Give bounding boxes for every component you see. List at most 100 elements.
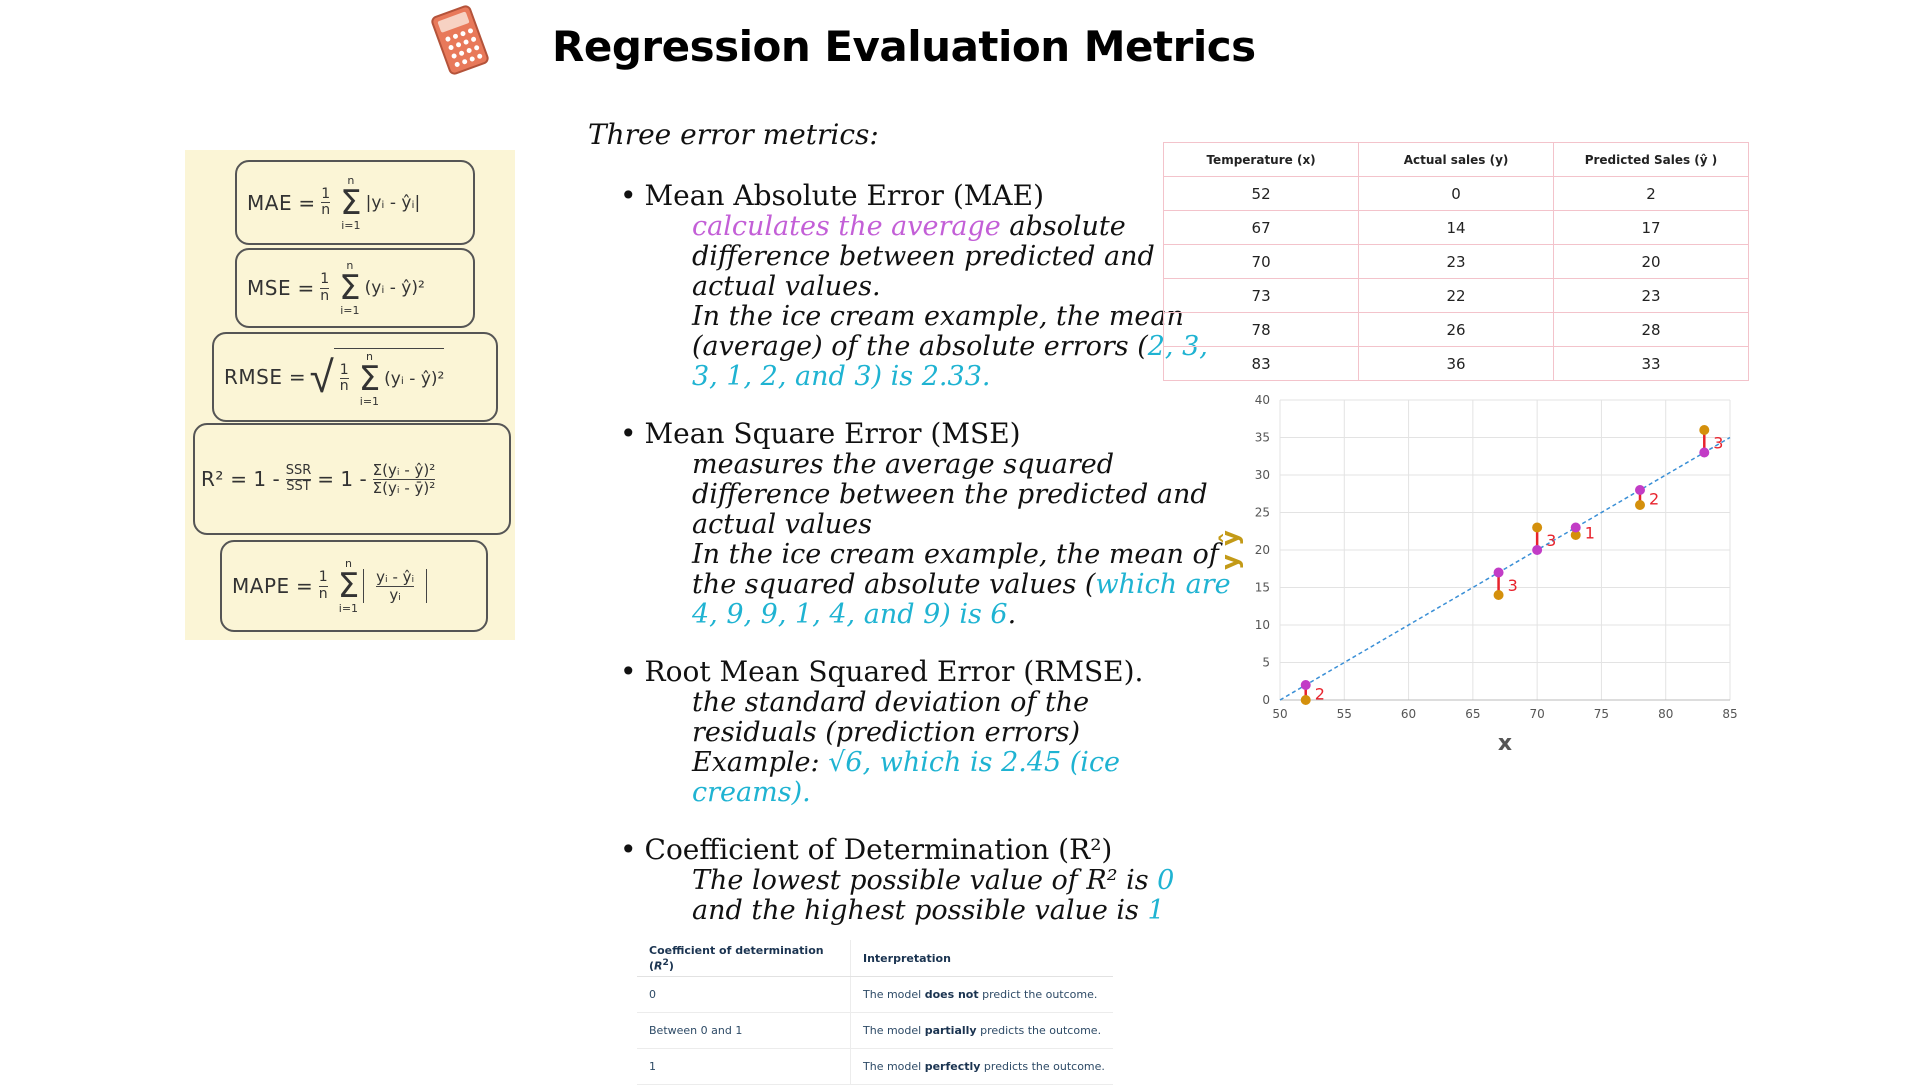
section-line: residuals (prediction errors) xyxy=(692,718,1160,748)
r2-numerator: Σ(yᵢ - ŷ)² xyxy=(372,461,436,479)
section-heading: Mean Absolute Error (MAE) xyxy=(620,180,1160,212)
section-body: calculates the average absolute differenc… xyxy=(692,211,1208,392)
header-predicted-sales: Predicted Sales (ŷ ) xyxy=(1552,142,1750,177)
table-header-row: Temperature (x) Actual sales (y) Predict… xyxy=(1162,142,1750,177)
r2-value-cell: 0 xyxy=(637,976,851,1013)
sqrt-symbol: √ xyxy=(309,351,334,403)
section-line: difference between predicted and xyxy=(692,242,1160,272)
header-temperature: Temperature (x) xyxy=(1162,142,1360,177)
table-cell: 17 xyxy=(1552,210,1750,245)
x-tick-label: 50 xyxy=(1272,707,1287,721)
interpretation-cell: The model perfectly predicts the outcome… xyxy=(850,1048,1113,1085)
predicted-point xyxy=(1532,545,1543,555)
ssr-sst-fraction: SSR SST xyxy=(285,463,312,494)
section-line: the squared absolute values (which are xyxy=(692,570,1231,600)
table-row: 67 14 17 xyxy=(1162,210,1750,245)
sum-upper: n xyxy=(346,259,354,272)
section-body: The lowest possible value of R² is 0 and … xyxy=(692,866,1174,926)
fraction-denominator: n xyxy=(318,585,328,602)
abs-bars: yᵢ - ŷᵢ yᵢ xyxy=(363,569,428,603)
error-label: 1 xyxy=(1585,523,1595,542)
fraction-numerator: 1 xyxy=(318,569,328,586)
intro-text: Three error metrics: xyxy=(588,118,879,151)
section-line: measures the average squared xyxy=(692,450,1160,480)
table-header-row: Coefficient of determination (R2) Interp… xyxy=(637,940,1113,977)
error-label: 3 xyxy=(1508,576,1518,595)
y-axis-label: y ŷ xyxy=(1216,530,1244,570)
interpretation-text: predict the outcome. xyxy=(978,988,1098,1001)
section-heading: Mean Square Error (MSE) xyxy=(620,418,1160,450)
section-mse: Mean Square Error (MSE) measures the ave… xyxy=(620,418,1231,630)
table-cell: 20 xyxy=(1552,244,1750,279)
sst-text: SST xyxy=(286,478,311,494)
sum-upper: n xyxy=(344,557,352,570)
highlight-text: 1 xyxy=(1147,895,1165,926)
table-cell: 22 xyxy=(1358,278,1554,313)
trend-line xyxy=(1279,436,1731,701)
actual-point xyxy=(1635,500,1645,510)
y-tick-label: 25 xyxy=(1255,506,1270,520)
y-tick-label: 5 xyxy=(1262,656,1270,670)
table-cell: 67 xyxy=(1162,210,1360,245)
section-line: (average) of the absolute errors (2, 3, xyxy=(692,332,1208,362)
x-tick-label: 75 xyxy=(1594,707,1609,721)
mape-inner-fraction: yᵢ - ŷᵢ yᵢ xyxy=(376,569,415,603)
r2-value-cell: 1 xyxy=(637,1048,851,1085)
x-tick-label: 85 xyxy=(1722,707,1737,721)
fraction-denominator: n xyxy=(321,202,331,218)
interpretation-text: partially xyxy=(924,1024,977,1037)
interpretation-text: predicts the outcome. xyxy=(976,1024,1102,1037)
body-text: residuals (prediction errors) xyxy=(692,717,1081,748)
r2-denominator: Σ(yᵢ - ȳ)² xyxy=(372,478,436,497)
table-row: 70 23 20 xyxy=(1162,244,1750,279)
ssr-text: SSR xyxy=(285,463,312,479)
x-tick-label: 55 xyxy=(1337,707,1352,721)
body-text: measures the average squared xyxy=(692,449,1115,480)
highlight-text: calculates the average xyxy=(692,211,1001,242)
mape-label: MAPE xyxy=(232,574,290,598)
table-row: 78 26 28 xyxy=(1162,312,1750,347)
interpretation-cell: The model does not predict the outcome. xyxy=(850,976,1113,1013)
body-text: actual values xyxy=(692,509,872,540)
interpretation-text: The model xyxy=(863,988,925,1001)
section-line: The lowest possible value of R² is 0 xyxy=(692,866,1174,896)
section-rmse: Root Mean Squared Error (RMSE). the stan… xyxy=(620,656,1160,808)
error-label: 3 xyxy=(1546,531,1556,550)
section-mae: Mean Absolute Error (MAE) calculates the… xyxy=(620,180,1208,392)
section-r2: Coefficient of Determination (R²) The lo… xyxy=(620,834,1175,926)
section-heading: Coefficient of Determination (R²) xyxy=(620,834,1160,866)
table-row: 0 The model does not predict the outcome. xyxy=(637,976,1113,1013)
r2-value-cell: Between 0 and 1 xyxy=(637,1012,851,1049)
predicted-point xyxy=(1570,522,1581,533)
mae-body: |yᵢ - ŷᵢ| xyxy=(365,192,421,213)
scatter-chart: 50 55 60 65 70 75 80 85 0 5 10 15 20 25 30 35 40 2 3 3 1 2 3 x y… xyxy=(1216,393,1738,756)
x-tick-label: 65 xyxy=(1465,707,1480,721)
actual-point xyxy=(1300,695,1311,705)
fraction-numerator: 1 xyxy=(320,271,330,288)
body-text: difference between predicted and xyxy=(692,241,1155,272)
error-label: 3 xyxy=(1713,433,1723,452)
x-tick-label: 80 xyxy=(1658,707,1673,721)
calculator-icon xyxy=(431,5,489,75)
table-cell: 52 xyxy=(1162,176,1360,211)
sum-lower: i=1 xyxy=(338,602,359,615)
table-cell: 33 xyxy=(1552,346,1750,381)
section-line: creams). xyxy=(692,778,1160,808)
actual-point xyxy=(1532,522,1543,533)
actual-point xyxy=(1699,425,1710,435)
mse-label: MSE xyxy=(247,276,292,300)
fraction-denominator: n xyxy=(320,287,330,304)
body-text: difference between the predicted and xyxy=(692,479,1208,510)
rmse-body: (yᵢ - ŷ)² xyxy=(384,368,445,389)
r2-equals: = 1 - xyxy=(230,467,280,491)
r2-formula: R² = 1 - SSR SST = 1 - Σ(yᵢ - ŷ)² Σ(yᵢ - ȳ… xyxy=(193,423,511,535)
x-axis-label: x xyxy=(1498,731,1512,756)
ice-cream-data-table: Temperature (x) Actual sales (y) Predict… xyxy=(1162,142,1750,381)
